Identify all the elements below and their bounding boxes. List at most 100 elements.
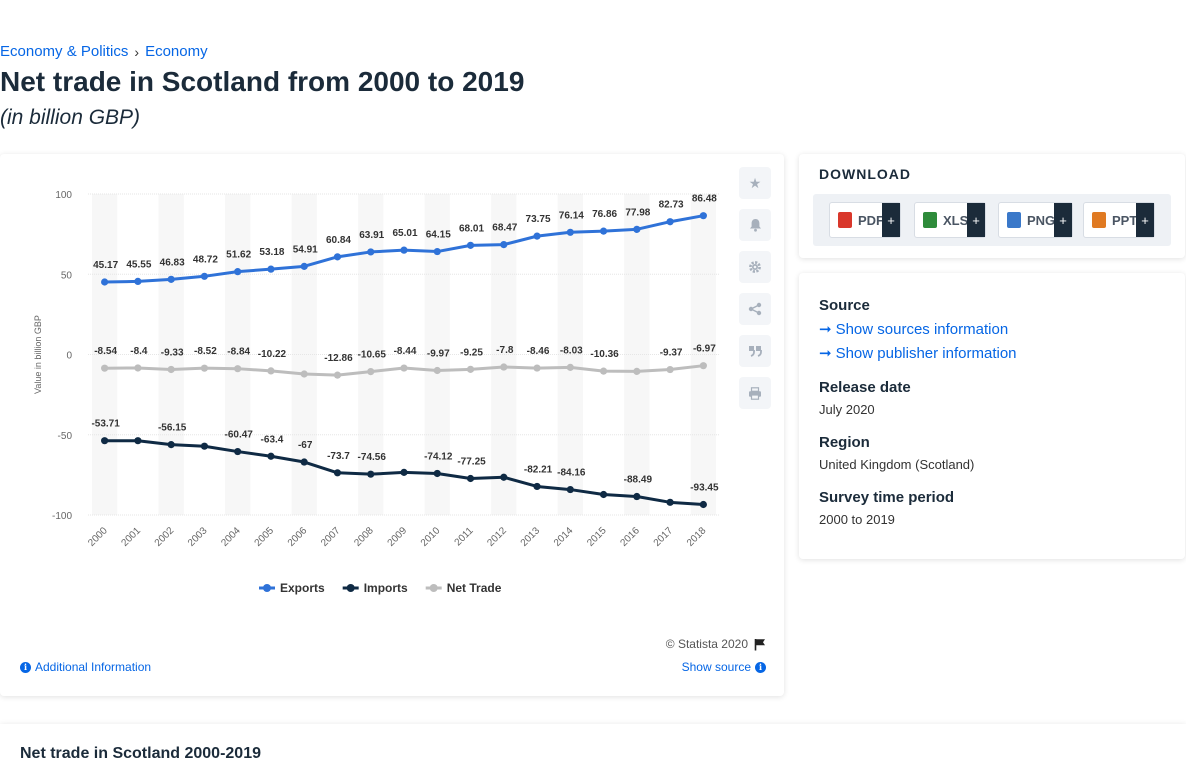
y-tick-label: 100 bbox=[55, 190, 72, 201]
data-point-exports bbox=[267, 265, 275, 273]
data-point-net-trade bbox=[267, 367, 275, 375]
settings-button[interactable] bbox=[739, 251, 771, 283]
x-tick-label: 2016 bbox=[618, 525, 642, 549]
y-tick-label: 50 bbox=[61, 270, 73, 281]
source-label: Source bbox=[819, 297, 870, 314]
data-point-net-trade bbox=[234, 365, 242, 373]
data-point-net-trade bbox=[466, 365, 475, 373]
y-axis-title: Value in billion GBP bbox=[33, 315, 43, 394]
credit-text: © Statista 2020 bbox=[665, 637, 748, 651]
download-pdf-button[interactable]: PDF + bbox=[829, 202, 901, 238]
show-publisher-link[interactable]: ➞ Show publisher information bbox=[819, 344, 1017, 363]
line-chart: 100 50 0 -50 -100 Value in billion GBP 2000 200… bbox=[33, 190, 720, 595]
data-point-imports bbox=[599, 490, 608, 499]
data-label-net-trade: -8.84 bbox=[227, 347, 250, 358]
download-card: DOWNLOAD PDF + XLS + PNG + PPT + bbox=[799, 154, 1185, 258]
data-label-exports: 82.73 bbox=[659, 200, 684, 211]
data-label-imports: -74.12 bbox=[424, 451, 453, 462]
data-label-exports: 68.01 bbox=[459, 223, 484, 234]
data-label-exports: 46.83 bbox=[160, 257, 185, 268]
data-point-imports bbox=[566, 485, 574, 494]
data-label-exports: 77.98 bbox=[625, 207, 650, 218]
download-xls-button[interactable]: XLS + bbox=[914, 202, 986, 238]
data-point-imports bbox=[666, 498, 674, 506]
cite-button[interactable] bbox=[739, 335, 771, 367]
notification-button[interactable] bbox=[739, 209, 771, 241]
data-label-exports: 54.91 bbox=[293, 244, 318, 255]
show-source-label: Show source bbox=[681, 660, 751, 674]
data-label-exports: 76.14 bbox=[559, 210, 584, 221]
data-point-exports bbox=[533, 232, 541, 240]
data-point-imports bbox=[234, 447, 242, 456]
legend-marker-net-trade bbox=[429, 584, 438, 592]
data-label-imports: -67 bbox=[298, 440, 313, 451]
share-button[interactable] bbox=[739, 293, 771, 325]
data-label-exports: 48.72 bbox=[193, 254, 218, 265]
data-label-net-trade: -8.54 bbox=[94, 346, 117, 357]
data-point-imports bbox=[333, 469, 342, 477]
data-label-exports: 64.15 bbox=[426, 230, 451, 241]
download-pdf-label: PDF bbox=[858, 212, 884, 228]
data-point-net-trade bbox=[699, 362, 707, 370]
breadcrumb-link-economy-politics[interactable]: Economy & Politics bbox=[0, 43, 129, 60]
x-tick-label: 2006 bbox=[286, 525, 310, 549]
y-tick-label: -50 bbox=[58, 431, 73, 442]
data-point-net-trade bbox=[666, 365, 674, 374]
show-source-link[interactable]: Show source i bbox=[682, 660, 766, 674]
download-png-button[interactable]: PNG + bbox=[998, 202, 1073, 238]
data-point-imports bbox=[633, 492, 641, 501]
data-point-exports bbox=[101, 278, 109, 286]
flag-icon[interactable] bbox=[754, 638, 766, 651]
data-point-imports bbox=[466, 474, 475, 483]
pdf-file-icon bbox=[838, 212, 852, 228]
data-point-exports bbox=[134, 277, 142, 285]
description-card: Net trade in Scotland 2000-2019 bbox=[0, 724, 1186, 784]
arrow-right-icon: ➞ bbox=[819, 345, 832, 362]
data-label-exports: 68.47 bbox=[492, 223, 517, 234]
data-label-net-trade: -7.8 bbox=[496, 345, 514, 356]
data-point-imports bbox=[200, 442, 209, 450]
data-point-exports bbox=[167, 275, 175, 283]
data-label-imports: -93.45 bbox=[690, 482, 719, 493]
x-tick-label: 2018 bbox=[685, 525, 709, 549]
data-label-exports: 45.55 bbox=[126, 259, 151, 270]
breadcrumb-separator: › bbox=[134, 43, 140, 60]
download-buttons: PDF + XLS + PNG + PPT + bbox=[813, 194, 1171, 246]
x-tick-label: 2001 bbox=[120, 525, 144, 549]
page-title: Net trade in Scotland from 2000 to 2019 bbox=[0, 66, 525, 97]
data-label-net-trade: -10.36 bbox=[590, 349, 619, 360]
plus-icon: + bbox=[967, 203, 985, 237]
data-point-imports bbox=[400, 468, 408, 476]
data-point-imports bbox=[134, 437, 142, 445]
share-icon bbox=[748, 302, 762, 316]
data-label-exports: 53.18 bbox=[259, 247, 284, 258]
data-label-net-trade: -8.46 bbox=[527, 346, 550, 357]
data-label-imports: -63.4 bbox=[261, 434, 284, 445]
data-label-imports: -84.16 bbox=[557, 468, 586, 479]
data-label-net-trade: -12.86 bbox=[324, 353, 353, 364]
data-point-exports bbox=[433, 247, 441, 256]
x-tick-label: 2008 bbox=[352, 525, 376, 549]
breadcrumb-link-economy[interactable]: Economy bbox=[145, 43, 208, 60]
data-point-exports bbox=[367, 248, 375, 256]
print-button[interactable] bbox=[739, 377, 771, 409]
data-label-net-trade: -8.44 bbox=[394, 346, 417, 357]
data-label-net-trade: -8.52 bbox=[194, 346, 217, 357]
x-tick-label: 2017 bbox=[652, 525, 676, 549]
y-tick-label: -100 bbox=[52, 511, 72, 522]
download-ppt-button[interactable]: PPT + bbox=[1083, 202, 1155, 238]
data-point-imports bbox=[167, 441, 175, 449]
data-point-net-trade bbox=[333, 371, 342, 379]
data-point-exports bbox=[599, 227, 608, 235]
data-point-exports bbox=[699, 212, 707, 220]
data-label-exports: 73.75 bbox=[526, 214, 551, 225]
additional-information-link[interactable]: i Additional Information bbox=[20, 660, 151, 674]
data-point-net-trade bbox=[300, 370, 308, 378]
gear-icon bbox=[749, 261, 761, 273]
y-tick-label: 0 bbox=[66, 351, 72, 362]
x-tick-label: 2003 bbox=[186, 525, 210, 549]
plus-icon: + bbox=[882, 203, 900, 237]
favorite-star-button[interactable]: ★ bbox=[739, 167, 771, 199]
png-file-icon bbox=[1007, 212, 1021, 228]
show-sources-link[interactable]: ➞ Show sources information bbox=[819, 320, 1008, 339]
